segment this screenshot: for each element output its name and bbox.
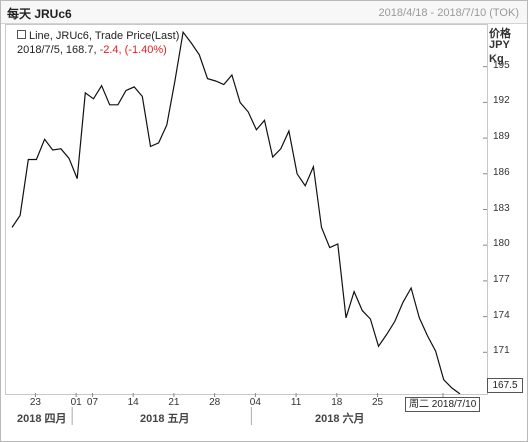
chart-title: 每天 JRUc6 [7, 7, 72, 21]
y-tick-label: 177 [493, 273, 510, 285]
x-tick-label: 11 [290, 397, 302, 408]
y-axis-unit-weight: Kg [489, 53, 504, 65]
legend-series: Line, JRUc6, Trade Price(Last) [17, 29, 179, 43]
x-tick-label: 14 [127, 397, 139, 408]
y-tick-label: 192 [493, 95, 510, 107]
plot-area[interactable] [5, 24, 488, 395]
y-tick-label: 189 [493, 131, 510, 143]
title-bar: 每天 JRUc6 2018/4/18 - 2018/7/10 (TOK) [1, 1, 527, 24]
price-series-line [11, 30, 461, 394]
cursor-date-label: 周二 2018/7/10 [405, 397, 481, 412]
x-tick-label: 07 [86, 397, 99, 408]
x-tick-label: 28 [209, 397, 221, 408]
y-axis-unit-currency: JPY [489, 39, 510, 51]
x-tick-label: 21 [168, 397, 180, 408]
y-tick-label: 171 [493, 345, 510, 357]
x-tick-label: 18 [331, 397, 343, 408]
x-month-label: 2018 四月 [17, 413, 67, 425]
x-month-label: 2018 六月 [315, 413, 365, 425]
x-tick-label: 23 [29, 397, 41, 408]
last-price-label: 167.5 [487, 378, 523, 393]
legend-series-label: Line, JRUc6, Trade Price(Last) [29, 30, 180, 42]
x-tick-label: 25 [371, 397, 384, 408]
y-tick-label: 180 [493, 238, 510, 250]
x-tick-label: 04 [249, 397, 261, 408]
legend-marker-icon [17, 30, 26, 39]
legend-value-text: 2018/7/5, 168.7, [17, 44, 100, 56]
price-line-chart [11, 30, 487, 394]
y-axis-unit-price: 价格 [489, 28, 511, 40]
y-tick-label: 186 [493, 166, 510, 178]
y-tick-label: 195 [493, 59, 510, 71]
legend-value: 2018/7/5, 168.7, -2.4, (-1.40%) [17, 43, 179, 57]
legend-change-text: -2.4, (-1.40%) [99, 44, 167, 56]
y-tick-label: 174 [493, 309, 510, 321]
legend: Line, JRUc6, Trade Price(Last) 2018/7/5,… [17, 29, 179, 57]
x-month-label: 2018 五月 [140, 413, 190, 425]
x-tick-label: 01 [70, 397, 82, 408]
x-axis-ticks [34, 393, 444, 425]
date-range: 2018/4/18 - 2018/7/10 (TOK) [378, 7, 519, 19]
y-tick-label: 183 [493, 202, 510, 214]
